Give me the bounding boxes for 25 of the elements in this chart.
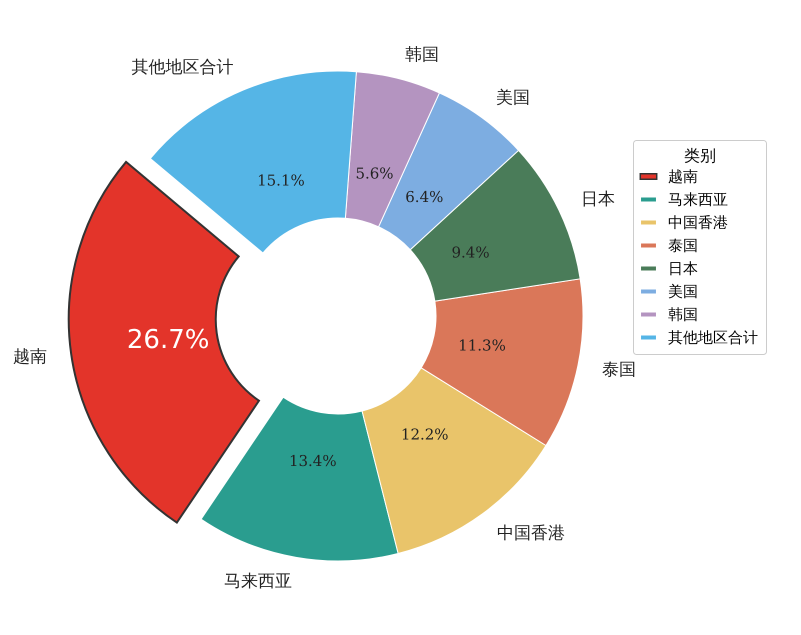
legend-label: 其他地区合计 <box>668 328 758 346</box>
legend-label: 中国香港 <box>668 214 728 232</box>
legend-label: 日本 <box>668 260 698 278</box>
slice-label: 马来西亚 <box>224 572 292 592</box>
legend-label: 美国 <box>668 282 698 300</box>
data-label: 12.2% <box>400 426 449 444</box>
slice-label: 美国 <box>496 88 530 108</box>
legend-title: 类别 <box>684 146 716 165</box>
data-label: 26.7% <box>126 324 210 355</box>
data-label: 5.6% <box>355 164 394 183</box>
data-label: 13.4% <box>288 452 337 470</box>
legend-label: 越南 <box>668 168 698 186</box>
legend-label: 韩国 <box>668 306 698 324</box>
slice-label: 越南 <box>12 346 47 367</box>
data-label: 15.1% <box>257 172 305 190</box>
data-label: 6.4% <box>405 188 444 206</box>
data-label: 9.4% <box>451 243 490 262</box>
slice-label: 其他地区合计 <box>131 58 234 78</box>
legend-label: 马来西亚 <box>668 190 728 208</box>
slice-label: 泰国 <box>602 360 636 380</box>
slice-label: 日本 <box>580 189 615 210</box>
data-label: 11.3% <box>458 336 506 355</box>
slice-label: 中国香港 <box>496 524 565 544</box>
legend-label: 泰国 <box>668 236 698 254</box>
slice-label: 韩国 <box>404 44 439 65</box>
